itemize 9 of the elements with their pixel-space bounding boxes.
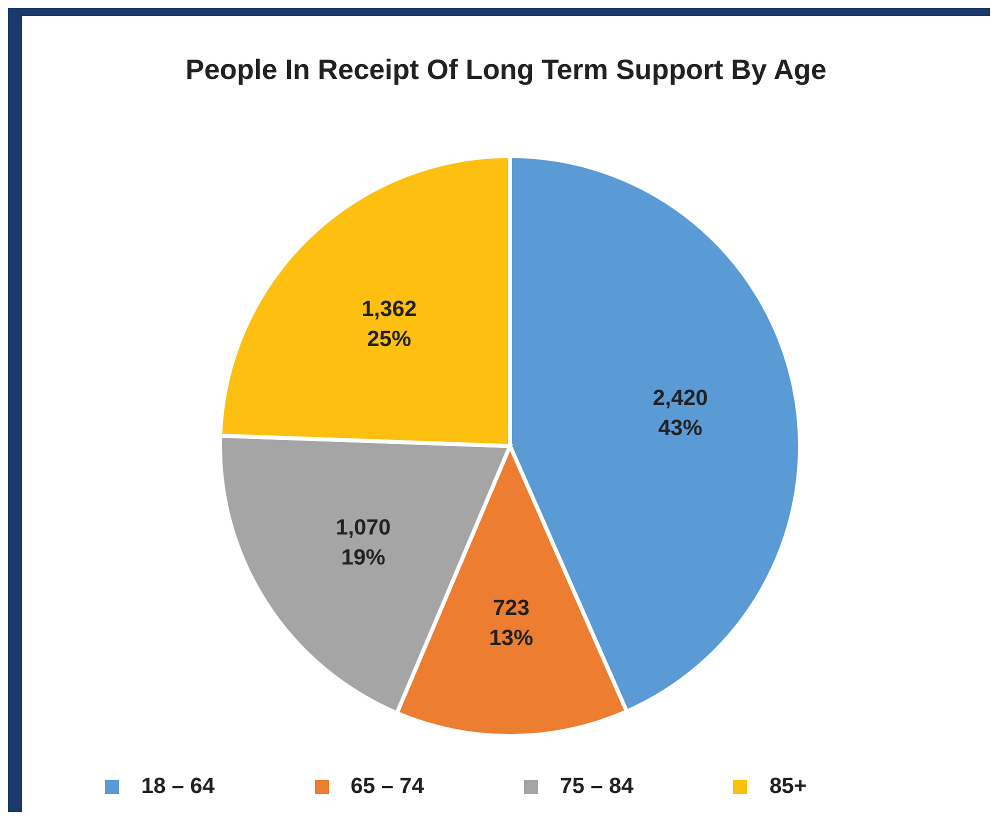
chart-title: People In Receipt Of Long Term Support By Age <box>184 54 828 86</box>
legend-label: 18 – 64 <box>141 773 215 798</box>
data-label: 723 13% <box>489 594 534 650</box>
data-label: 1,362 25% <box>362 295 417 350</box>
legend-label: 75 – 84 <box>560 773 634 798</box>
legend-label: 65 – 74 <box>350 773 424 798</box>
legend-label: 85+ <box>769 773 807 798</box>
data-label: 1,070 19% <box>336 514 391 569</box>
data-label: 2,420 43% <box>652 384 708 440</box>
